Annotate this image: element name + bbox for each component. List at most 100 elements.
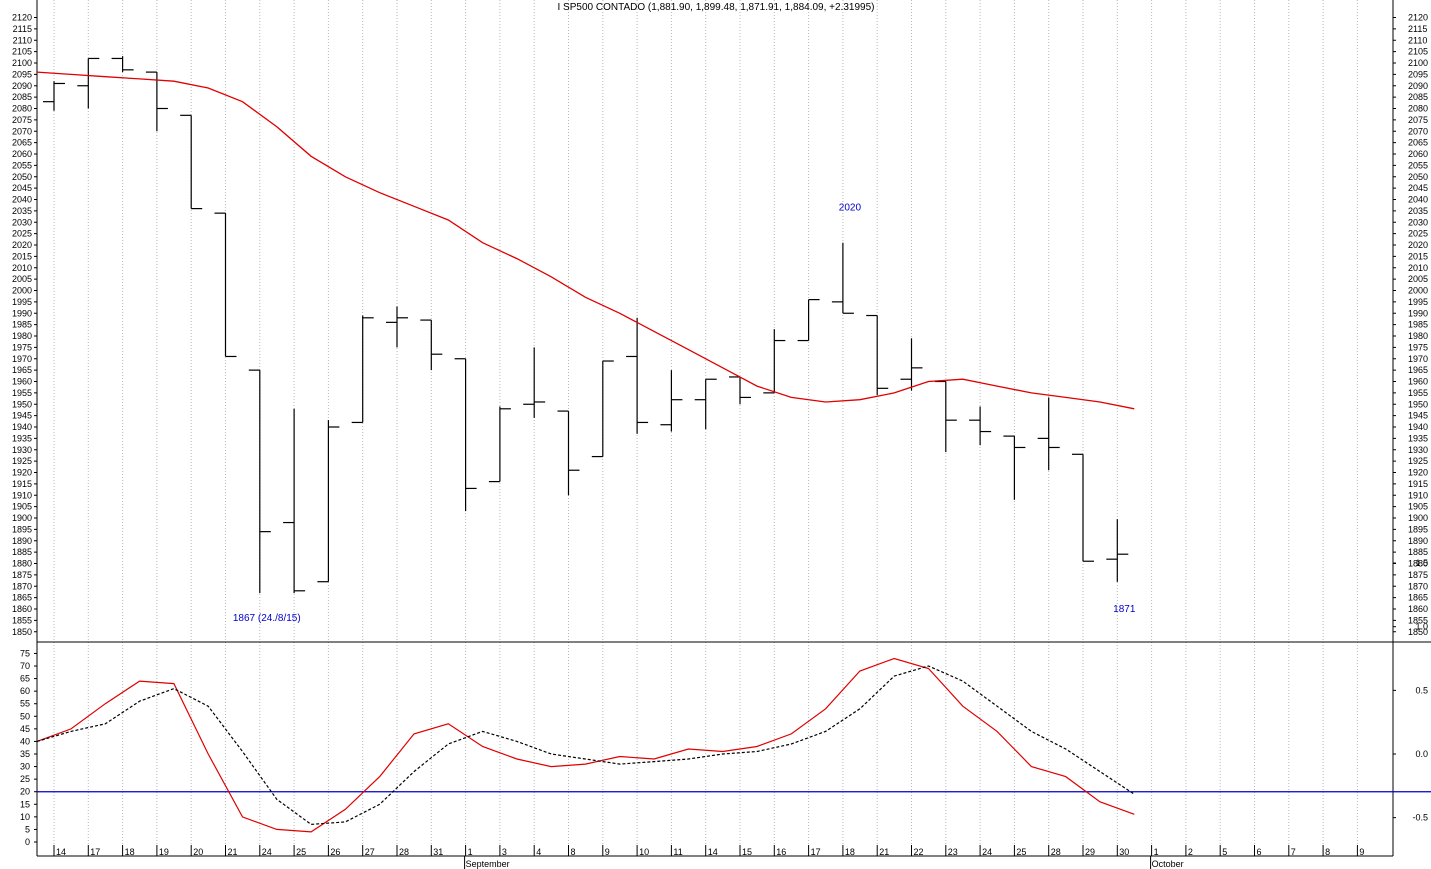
oscillator-tick-label-left: 50	[20, 711, 30, 721]
price-tick-label-left: 1900	[12, 513, 32, 523]
oscillator-tick-label-left: 25	[20, 774, 30, 784]
x-tick-label: 25	[296, 847, 306, 857]
price-tick-label-left: 2050	[12, 172, 32, 182]
price-tick-label-left: 2120	[12, 13, 32, 23]
price-tick-label-left: 1965	[12, 365, 32, 375]
price-tick-label-left: 1895	[12, 524, 32, 534]
price-annotations: 1867 (24./8/15) 2020 1871	[233, 203, 1136, 624]
price-tick-label-right: 2015	[1408, 251, 1428, 261]
ohlc-bar	[180, 114, 203, 210]
price-tick-label-left: 1860	[12, 604, 32, 614]
x-tick-label: 9	[1359, 847, 1364, 857]
oscillator-tick-label-left: 75	[20, 648, 30, 658]
price-tick-label-left: 1865	[12, 593, 32, 603]
price-tick-label-right: 2045	[1408, 183, 1428, 193]
price-tick-label-left: 2115	[13, 24, 32, 34]
price-tick-label-right: 1875	[1408, 570, 1428, 580]
oscillator-signal-line	[36, 665, 1135, 826]
oscillator-tick-label-right: 0.5	[1415, 685, 1428, 695]
price-tick-label-left: 1940	[12, 422, 32, 432]
x-tick-label: 14	[56, 847, 66, 857]
x-tick-label: 3	[502, 847, 507, 857]
x-tick-label: 18	[845, 847, 855, 857]
x-tick-label: 16	[776, 847, 786, 857]
price-tick-label-right: 1935	[1408, 433, 1428, 443]
price-tick-label-left: 2060	[12, 149, 32, 159]
x-tick-label: 18	[125, 847, 135, 857]
price-tick-label-right: 2030	[1408, 217, 1428, 227]
ohlc-bar	[77, 57, 100, 109]
ohlc-bar	[420, 319, 443, 371]
ohlc-bar	[591, 360, 614, 458]
price-tick-label-right: 1945	[1408, 411, 1428, 421]
price-tick-label-right: 2050	[1408, 172, 1428, 182]
price-tick-label-right: 1965	[1408, 365, 1428, 375]
oscillator-tick-label-left: 30	[20, 762, 30, 772]
oscillator-tick-label-left: 10	[20, 812, 30, 822]
price-tick-label-right: 1860	[1408, 604, 1428, 614]
ohlc-bar	[969, 406, 992, 446]
ohlc-bar	[831, 242, 854, 314]
ohlc-bar	[1072, 453, 1094, 562]
ohlc-bar	[248, 369, 271, 594]
ohlc-bar	[1003, 435, 1026, 500]
x-tick-label: 10	[639, 847, 649, 857]
price-tick-label-left: 1915	[12, 479, 32, 489]
price-tick-label-left: 1980	[12, 331, 32, 341]
price-tick-label-right: 1850	[1408, 627, 1428, 637]
price-tick-label-right: 2000	[1408, 286, 1428, 296]
price-tick-label-left: 2095	[12, 69, 32, 79]
x-tick-label: 17	[90, 847, 100, 857]
price-tick-label-right: 1870	[1408, 581, 1428, 591]
x-tick-label: 28	[399, 847, 409, 857]
price-tick-label-right: 1915	[1408, 479, 1428, 489]
price-tick-label-left: 2040	[12, 195, 32, 205]
price-tick-label-left: 2080	[12, 104, 32, 114]
x-tick-label: 29	[1085, 847, 1095, 857]
price-tick-label-right: 1990	[1408, 308, 1428, 318]
price-tick-label-right: 2080	[1408, 104, 1428, 114]
x-tick-label: 30	[1119, 847, 1129, 857]
ohlc-bar	[866, 314, 889, 396]
price-tick-label-right: 1895	[1408, 524, 1428, 534]
price-tick-label-left: 1920	[12, 468, 32, 478]
price-tick-label-left: 1875	[12, 570, 32, 580]
price-tick-label-right: 1920	[1408, 468, 1428, 478]
price-tick-label-right: 2020	[1408, 240, 1428, 250]
oscillator-tick-label-right: 1.5	[1415, 558, 1428, 568]
price-tick-label-right: 1940	[1408, 422, 1428, 432]
ohlc-bar	[1106, 519, 1129, 582]
x-tick-label: 7	[1291, 847, 1296, 857]
price-tick-label-right: 1905	[1408, 502, 1428, 512]
ohlc-bar	[523, 347, 546, 418]
price-tick-label-right: 2115	[1408, 24, 1427, 34]
x-tick-label: 21	[879, 847, 889, 857]
price-tick-label-left: 1885	[12, 547, 32, 557]
price-tick-label-left: 1870	[12, 581, 32, 591]
price-bars	[43, 56, 1129, 594]
x-tick-label: 1	[468, 847, 473, 857]
price-tick-label-left: 1975	[12, 342, 32, 352]
x-tick-label: 20	[193, 847, 203, 857]
month-label: September	[466, 859, 510, 869]
ohlc-bar	[900, 338, 923, 391]
price-tick-label-right: 1880	[1408, 559, 1428, 569]
x-tick-label: 8	[571, 847, 576, 857]
price-tick-label-left: 2100	[12, 58, 32, 68]
price-tick-label-right: 2105	[1408, 47, 1428, 57]
chart-frame	[36, 0, 1431, 857]
price-tick-label-right: 1980	[1408, 331, 1428, 341]
price-tick-label-left: 2065	[12, 138, 32, 148]
price-tick-label-left: 1985	[12, 320, 32, 330]
x-tick-label: 1	[1154, 847, 1159, 857]
ohlc-bar	[454, 358, 477, 512]
price-tick-label-right: 2035	[1408, 206, 1428, 216]
annotation-label: 1871	[1113, 604, 1136, 615]
chart-title: I SP500 CONTADO (1,881.90, 1,899.48, 1,8…	[558, 2, 875, 13]
x-tick-label: 28	[1051, 847, 1061, 857]
price-tick-label-right: 1855	[1408, 615, 1428, 625]
x-tick-label: 14	[708, 847, 718, 857]
ohlc-bar	[729, 376, 751, 405]
price-tick-label-left: 2110	[13, 35, 32, 45]
price-tick-label-right: 1955	[1408, 388, 1428, 398]
